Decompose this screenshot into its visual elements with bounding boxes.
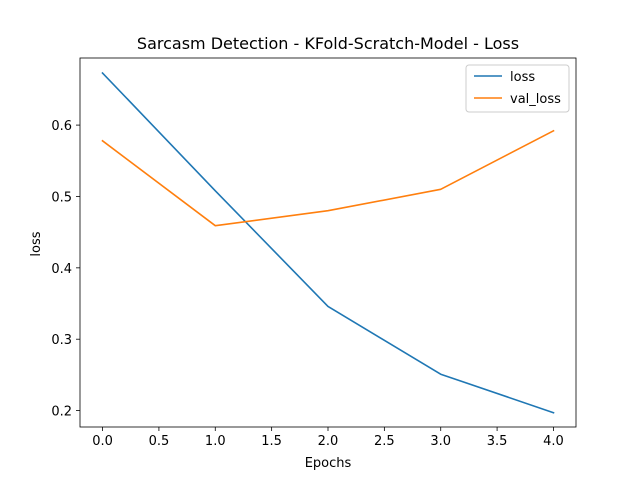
axes-frame <box>79 57 577 428</box>
x-tick-label: 4.0 <box>543 434 564 449</box>
y-tick-label: 0.2 <box>51 405 72 420</box>
x-tick-label: 0.5 <box>149 434 170 449</box>
y-tick-label: 0.4 <box>51 262 72 277</box>
y-axis-label: loss <box>29 231 44 256</box>
x-tick-label: 0.0 <box>92 434 113 449</box>
x-tick-label: 3.0 <box>430 434 451 449</box>
legend: loss val_loss <box>465 64 570 113</box>
x-tick-label: 2.0 <box>318 434 339 449</box>
x-tick-label: 3.5 <box>487 434 508 449</box>
legend-label-loss: loss <box>510 70 535 85</box>
x-tick-label: 2.5 <box>374 434 395 449</box>
y-tick-label: 0.3 <box>51 333 72 348</box>
x-axis-label: Epochs <box>305 456 352 471</box>
series-line-loss <box>101 71 555 414</box>
y-tick-label: 0.5 <box>51 190 72 205</box>
plot-area: 0.0 0.5 1.0 1.5 2.0 2.5 3.0 3.5 4.0 0.2 0.3 0.4 0.5 0… <box>51 57 577 449</box>
y-tick-label: 0.6 <box>51 119 72 134</box>
x-tick-label: 1.0 <box>205 434 226 449</box>
legend-label-val-loss: val_loss <box>510 92 561 107</box>
chart-title: Sarcasm Detection - KFold-Scratch-Model … <box>137 34 519 53</box>
series-line-val-loss <box>101 129 555 227</box>
x-tick-label: 1.5 <box>261 434 282 449</box>
